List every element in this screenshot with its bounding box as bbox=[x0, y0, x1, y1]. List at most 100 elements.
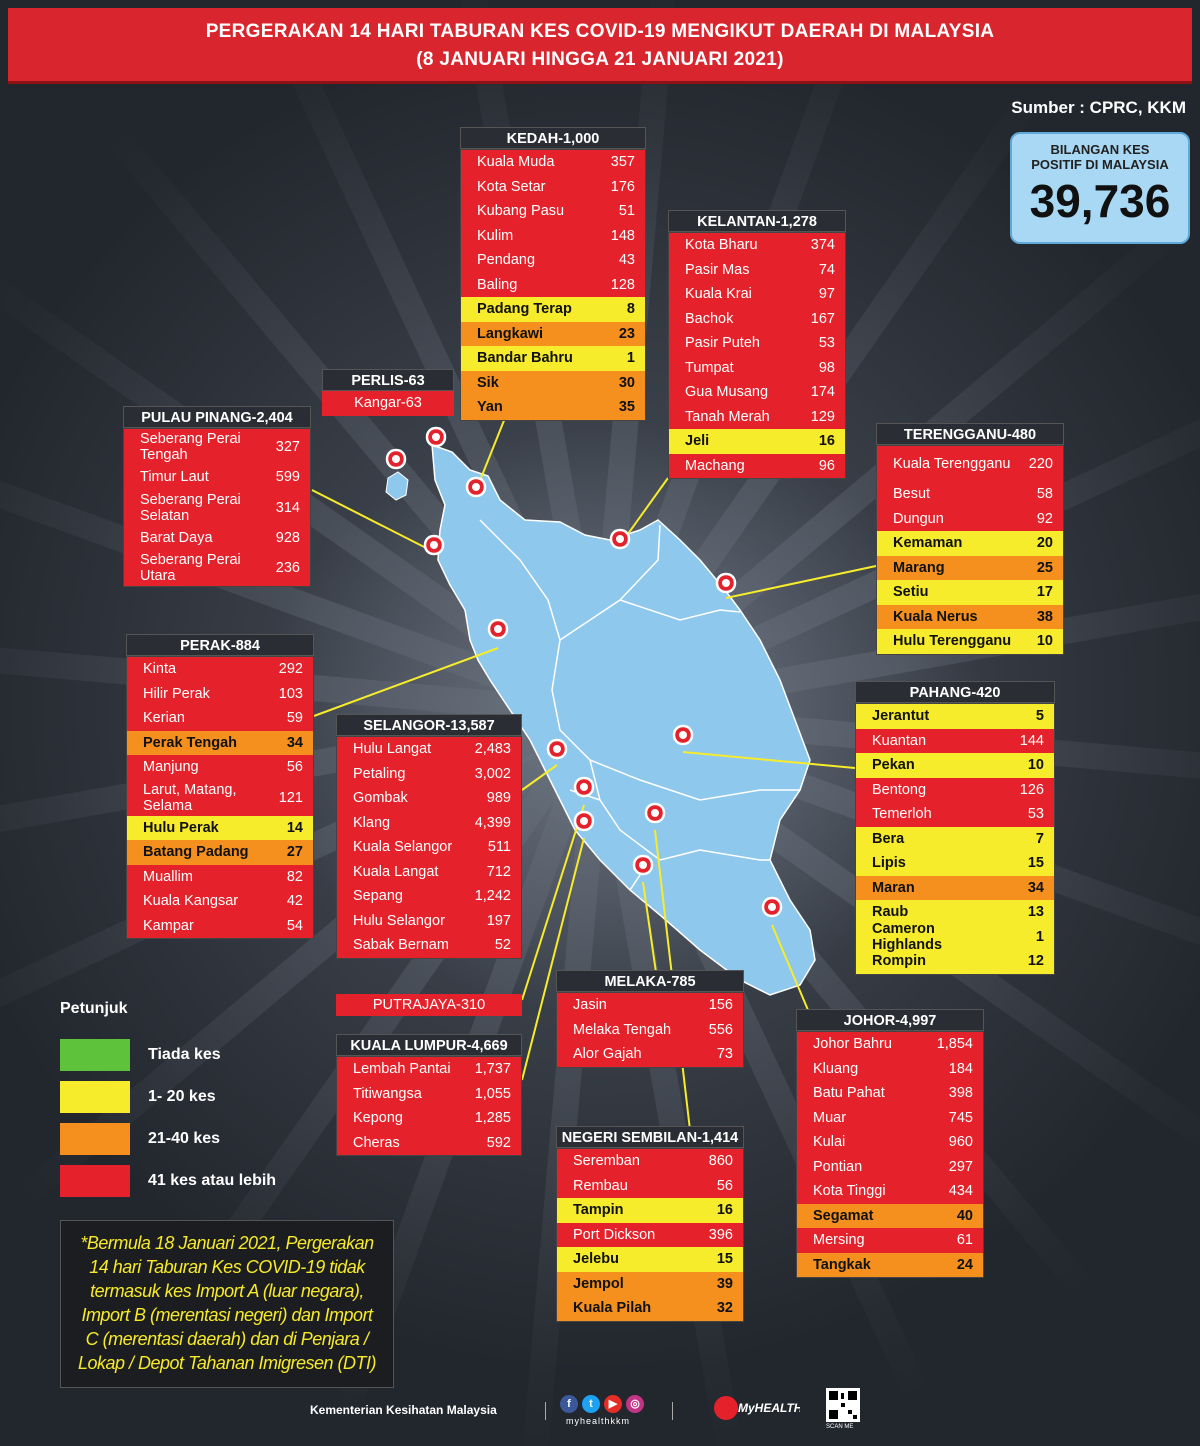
state-borders bbox=[479, 519, 800, 891]
district-cases: 2,483 bbox=[474, 741, 511, 758]
district-name: Pasir Mas bbox=[685, 261, 750, 278]
district-name: Petaling bbox=[353, 765, 406, 782]
district-name: Kinta bbox=[143, 661, 177, 678]
social-icons: f t ▶ ◎ bbox=[560, 1395, 644, 1413]
district-cases: 167 bbox=[810, 310, 835, 327]
district-name: Larut, Matang, Selama bbox=[143, 781, 237, 814]
district-row: Seremban 860 bbox=[557, 1149, 743, 1174]
myhealth-logo: MyHEALTH bbox=[714, 1396, 800, 1420]
district-name: Johor Bahru bbox=[813, 1036, 892, 1053]
district-cases: 327 bbox=[275, 439, 300, 455]
district-name: Kluang bbox=[813, 1060, 859, 1077]
district-name: Kulai bbox=[813, 1134, 846, 1151]
district-cases: 38 bbox=[1036, 608, 1053, 625]
district-row: Tumpat 98 bbox=[669, 355, 845, 380]
district-row: Hulu Terengganu 10 bbox=[877, 629, 1063, 654]
district-row: Gua Musang 174 bbox=[669, 380, 845, 405]
district-name: Kangar-63 bbox=[354, 395, 422, 412]
qr-code[interactable] bbox=[826, 1388, 860, 1422]
district-cases: 53 bbox=[818, 335, 835, 352]
district-cases: 297 bbox=[948, 1158, 973, 1175]
district-row: Setiu 17 bbox=[877, 580, 1063, 605]
district-name: Kerian bbox=[143, 710, 185, 727]
state-header: NEGERI SEMBILAN-1,414 bbox=[556, 1126, 744, 1148]
district-cases: 56 bbox=[716, 1177, 733, 1194]
district-name: Jeli bbox=[685, 433, 710, 450]
district-cases: 56 bbox=[286, 759, 303, 776]
district-list: Seberang Perai Tengah 327 Timur Laut 599 Seb… bbox=[123, 428, 311, 587]
total-cases-value: 39,736 bbox=[1029, 175, 1171, 227]
district-cases: 40 bbox=[956, 1207, 973, 1224]
total-cases-box: BILANGAN KES POSITIF DI MALAYSIA 39,736 bbox=[1010, 132, 1190, 244]
district-row: Hilir Perak 103 bbox=[127, 681, 313, 706]
district-row: Sepang 1,242 bbox=[337, 884, 521, 909]
district-name: Bachok bbox=[685, 310, 734, 327]
district-cases: 960 bbox=[948, 1134, 973, 1151]
facebook-icon[interactable]: f bbox=[560, 1395, 578, 1413]
twitter-icon[interactable]: t bbox=[582, 1395, 600, 1413]
district-cases: 357 bbox=[610, 154, 635, 171]
state-box-selangor: SELANGOR-13,587 Hulu Langat 2,483 Petaling… bbox=[336, 714, 522, 959]
district-cases: 23 bbox=[618, 325, 635, 342]
district-name: Kepong bbox=[353, 1110, 403, 1127]
district-cases: 236 bbox=[275, 560, 300, 576]
district-row: Batang Padang 27 bbox=[127, 840, 313, 865]
district-row: Sabak Bernam 52 bbox=[337, 933, 521, 958]
district-row: Kangar-63 bbox=[322, 391, 454, 416]
district-cases: 39 bbox=[716, 1275, 733, 1292]
youtube-icon[interactable]: ▶ bbox=[604, 1395, 622, 1413]
district-row: Perak Tengah 34 bbox=[127, 730, 313, 755]
state-box-negeri-sembilan: NEGERI SEMBILAN-1,414 Seremban 860 Rembau 5… bbox=[556, 1126, 744, 1322]
district-cases: 12 bbox=[1027, 953, 1044, 970]
district-row: Temerloh 53 bbox=[856, 802, 1054, 827]
state-box-melaka: MELAKA-785 Jasin 156 Melaka Tengah 556 Alor … bbox=[556, 970, 744, 1068]
district-row: Johor Bahru 1,854 bbox=[797, 1032, 983, 1057]
district-name: Kubang Pasu bbox=[477, 203, 565, 220]
district-cases: 42 bbox=[286, 893, 303, 910]
district-cases: 4,399 bbox=[474, 814, 511, 831]
district-row: Bachok 167 bbox=[669, 306, 845, 331]
district-cases: 314 bbox=[275, 499, 300, 516]
legend-item: 1- 20 kes bbox=[60, 1076, 276, 1118]
pin-icon bbox=[609, 528, 631, 550]
state-box-kedah: KEDAH-1,000 Kuala Muda 357 Kota Setar 176 Ku… bbox=[460, 127, 646, 421]
district-name: Muar bbox=[813, 1109, 847, 1126]
district-name: Tumpat bbox=[685, 359, 734, 376]
district-row: Bandar Bahru 1 bbox=[461, 346, 645, 371]
district-row: Pekan 10 bbox=[856, 753, 1054, 778]
district-row: Kuala Krai 97 bbox=[669, 282, 845, 307]
district-row: Muallim 82 bbox=[127, 864, 313, 889]
district-name: Kampar bbox=[143, 917, 194, 934]
divider bbox=[672, 1402, 673, 1420]
state-header: SELANGOR-13,587 bbox=[336, 714, 522, 736]
district-name: Rompin bbox=[872, 953, 926, 970]
district-cases: 30 bbox=[618, 374, 635, 391]
district-cases: 184 bbox=[948, 1060, 973, 1077]
district-name: Yan bbox=[477, 399, 503, 416]
district-name: Bera bbox=[872, 830, 905, 847]
state-header: PAHANG-420 bbox=[855, 681, 1055, 703]
pin-icon bbox=[632, 854, 654, 876]
district-row: Kota Tinggi 434 bbox=[797, 1179, 983, 1204]
district-row: Tanah Merah 129 bbox=[669, 404, 845, 429]
district-cases: 53 bbox=[1027, 806, 1044, 823]
state-header: PULAU PINANG-2,404 bbox=[123, 406, 311, 428]
district-name: Jempol bbox=[573, 1275, 624, 1292]
district-name: Kota Setar bbox=[477, 178, 546, 195]
district-name: Temerloh bbox=[872, 806, 932, 823]
legend-swatch-yellow bbox=[60, 1081, 130, 1113]
state-header: PERAK-884 bbox=[126, 634, 314, 656]
district-name: Batu Pahat bbox=[813, 1085, 885, 1102]
district-cases: 16 bbox=[818, 433, 835, 450]
district-cases: 7 bbox=[1035, 830, 1044, 847]
district-name: Kuala Pilah bbox=[573, 1300, 652, 1317]
location-pins bbox=[385, 426, 783, 918]
instagram-icon[interactable]: ◎ bbox=[626, 1395, 644, 1413]
district-list: Jasin 156 Melaka Tengah 556 Alor Gajah 73 bbox=[556, 992, 744, 1068]
district-cases: 51 bbox=[618, 203, 635, 220]
state-box-kelantan: KELANTAN-1,278 Kota Bharu 374 Pasir Mas 74 K… bbox=[668, 210, 846, 479]
district-list: Johor Bahru 1,854 Kluang 184 Batu Pahat 398 Mu… bbox=[796, 1031, 984, 1278]
total-label-line-1: BILANGAN KES bbox=[1050, 142, 1150, 157]
pin-icon bbox=[672, 724, 694, 746]
